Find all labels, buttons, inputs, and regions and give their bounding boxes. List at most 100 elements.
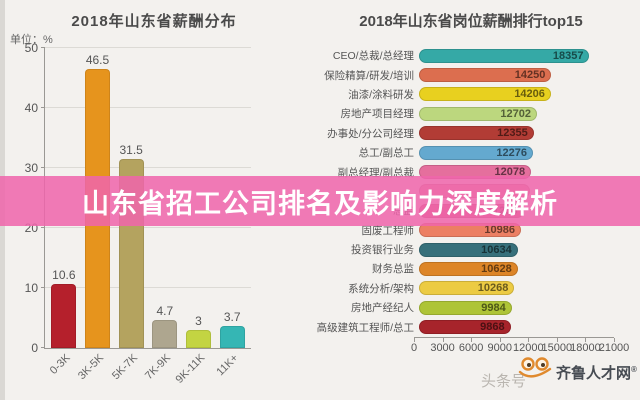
x-tick-mark: [585, 338, 587, 342]
rank-bar-track: 12702: [419, 106, 614, 121]
gridline: [45, 107, 251, 108]
rank-bar-track: 12078: [419, 165, 614, 180]
rank-bar-value: 10986: [484, 224, 515, 237]
rank-bar: 18357: [419, 48, 590, 63]
rank-bar-value: 10628: [481, 262, 512, 275]
rank-bar-track: 9868: [419, 320, 614, 335]
rank-row: 财务总监 10628: [302, 259, 614, 278]
x-category-label: 7K-9K: [143, 352, 174, 383]
rank-bar: 10986: [419, 223, 521, 238]
dist-bar-slot: 3.7 11K+: [214, 48, 249, 378]
gridline: [45, 47, 251, 48]
rank-row-label: 房地产项目经理: [340, 108, 415, 121]
dist-bar-slot: 10.6 0-3K: [47, 48, 81, 377]
rank-row: 系统分析/架构 10268: [302, 279, 614, 298]
y-tick-label: 0: [31, 341, 38, 355]
dist-bar-slot: 4.7 7K-9K: [143, 48, 182, 382]
x-tick-label: 12000: [512, 342, 544, 354]
overlay-banner: 山东省招工公司排名及影响力深度解析: [0, 176, 640, 226]
rank-row-label: 保险精算/研发/培训: [324, 69, 414, 82]
rank-bar-track: 12276: [419, 145, 614, 160]
frog-icon: [517, 356, 553, 388]
salary-distribution-title: 2018年山东省薪酬分布: [71, 13, 237, 30]
rank-bar-value: 10268: [477, 282, 509, 295]
y-tick-mark: [41, 167, 45, 168]
rank-bar-track: 14250: [419, 68, 614, 83]
rank-bar-track: 9984: [419, 300, 614, 315]
rank-bar: 10634: [419, 242, 518, 257]
rank-row-label: 固废工程师: [361, 224, 415, 237]
x-tick-mark: [528, 338, 530, 342]
gridline: [45, 287, 251, 288]
dist-grid: 0 10 20 30 40 50: [25, 41, 251, 355]
registered-mark: ®: [631, 364, 637, 374]
y-tick-mark: [41, 107, 45, 108]
rank-bar-value: 12276: [496, 146, 527, 159]
rank-bar: 12276: [419, 145, 533, 160]
dist-bar: [219, 325, 245, 348]
x-category-label: 11K+: [214, 352, 241, 379]
rank-bar-value: 14206: [514, 88, 545, 101]
x-tick-label: 15000: [541, 342, 573, 354]
x-tick-label: 0: [410, 342, 418, 354]
rank-row: CEO/总裁/总经理 18357: [302, 46, 614, 65]
rank-row-label: CEO/总裁/总经理: [332, 50, 414, 63]
rank-row: 总工/副总工 12276: [302, 143, 614, 162]
y-tick-label: 10: [24, 281, 38, 295]
rank-bar-value: 9868: [480, 321, 505, 334]
rank-bar: 9868: [419, 320, 511, 335]
rank-row: 房地产经纪人 9984: [302, 298, 614, 317]
dist-bar-value: 3.7: [223, 309, 241, 324]
overlay-banner-text: 山东省招工公司排名及影响力深度解析: [82, 188, 558, 219]
rank-row-label: 财务总监: [372, 263, 414, 276]
qlrc-logo: 齐鲁人才网®: [517, 356, 637, 388]
x-category-label: 0-3K: [47, 352, 73, 377]
rank-bar-track: 18357: [419, 48, 614, 63]
rank-row: 副总经理/副总裁 12078: [302, 162, 614, 181]
rank-row: 房地产项目经理 12702: [302, 104, 614, 123]
rank-bar-track: 14206: [419, 87, 614, 102]
rank-row: 高级建筑工程师/总工 9868: [302, 317, 614, 336]
x-tick-mark: [556, 338, 558, 342]
rank-bar: 10628: [419, 261, 518, 276]
rank-row-label: 高级建筑工程师/总工: [316, 321, 414, 334]
rank-bar: 9984: [419, 300, 512, 315]
x-tick-mark: [499, 338, 501, 342]
rank-row-label: 投资银行业务: [351, 244, 414, 257]
y-tick-mark: [41, 347, 45, 348]
x-category-label: 9K-11K: [173, 352, 208, 386]
x-tick-label: 9000: [487, 342, 512, 354]
rank-bar: 12702: [419, 106, 537, 121]
x-tick-label: 18000: [570, 342, 601, 354]
x-tick-label: 3000: [430, 342, 455, 354]
rank-bar-track: 10628: [419, 261, 614, 276]
rank-row-label: 房地产经纪人: [351, 302, 414, 315]
rank-row-label: 油漆/涂料研发: [348, 88, 414, 101]
rank-row-label: 办事处/分公司经理: [327, 127, 414, 140]
dist-bar-value: 3: [195, 314, 202, 328]
rank-bar: 10268: [419, 281, 515, 296]
toutiao-watermark: 头条号: [481, 373, 527, 390]
rank-row: 投资银行业务 10634: [302, 240, 614, 259]
x-tick-label: 6000: [458, 342, 484, 354]
rank-row-label: 总工/副总工: [358, 147, 414, 160]
rank-bar-track: 10986: [419, 223, 614, 238]
salary-ranking-title: 2018年山东省岗位薪酬排行top15: [359, 13, 583, 30]
rank-row: 保险精算/研发/培训 14250: [302, 65, 614, 84]
x-tick-mark: [471, 338, 473, 342]
dist-bar-slot: 3 9K-11K: [173, 48, 216, 386]
rank-row: 办事处/分公司经理 12355: [302, 124, 614, 143]
x-tick-mark: [442, 338, 444, 342]
x-tick-mark: [414, 338, 415, 342]
gridline: [45, 167, 251, 168]
rank-bar: 12078: [419, 165, 532, 180]
dist-bar: [152, 319, 178, 348]
rank-bar-track: 10268: [419, 281, 614, 296]
y-tick-label: 40: [24, 101, 38, 115]
rank-row-label: 系统分析/架构: [348, 282, 414, 295]
rank-bar-value: 10634: [481, 243, 512, 256]
rank-bar-value: 12702: [500, 107, 531, 120]
rank-row: 油漆/涂料研发 14206: [302, 85, 614, 104]
salary-ranking-chart: 2018年山东省岗位薪酬排行top15 CEO/总裁/总经理 18357 保险精算/…: [302, 0, 640, 400]
rank-bar: 14206: [419, 87, 551, 102]
